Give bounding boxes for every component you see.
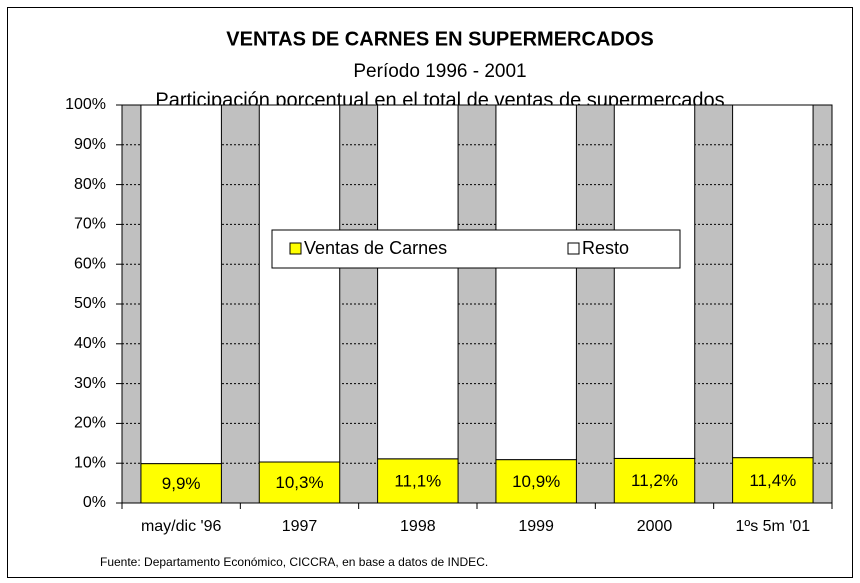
y-tick-label: 10% — [74, 454, 106, 471]
y-tick-label: 0% — [83, 494, 106, 511]
y-tick-label: 100% — [65, 96, 106, 113]
y-tick-label: 50% — [74, 295, 106, 312]
data-label: 11,2% — [631, 471, 678, 490]
x-tick-label: 1999 — [518, 518, 554, 535]
x-tick-label: may/dic '96 — [141, 518, 222, 535]
y-tick-label: 80% — [74, 176, 106, 193]
bar-segment — [732, 457, 814, 504]
y-tick-label: 60% — [74, 255, 106, 272]
legend-swatch — [567, 242, 580, 255]
data-label: 9,9% — [162, 474, 201, 493]
legend-label: Resto — [582, 238, 629, 258]
chart-subtitle: Período 1996 - 2001 — [353, 61, 526, 82]
bar-segment — [140, 463, 222, 504]
bar-segment — [377, 458, 459, 504]
bar-segment — [377, 104, 459, 460]
y-tick-label: 20% — [74, 415, 106, 432]
y-tick-label: 30% — [74, 375, 106, 392]
chart-title: VENTAS DE CARNES EN SUPERMERCADOS — [226, 28, 653, 50]
legend-swatch — [289, 242, 302, 255]
y-tick-label: 40% — [74, 335, 106, 352]
plot-area — [121, 104, 833, 504]
bar-segment — [613, 457, 696, 504]
x-tick-label: 1997 — [282, 518, 318, 535]
y-tick-label: 70% — [74, 216, 106, 233]
source-note: Fuente: Departamento Económico, CICCRA, … — [100, 555, 488, 569]
data-label: 10,9% — [512, 472, 560, 491]
bar-segment — [732, 104, 814, 459]
legend-label: Ventas de Carnes — [304, 238, 447, 258]
x-tick-label: 1998 — [400, 518, 436, 535]
y-tick-label: 90% — [74, 136, 106, 153]
bar-segment — [140, 104, 222, 465]
data-label: 11,1% — [394, 471, 441, 490]
data-label: 11,4% — [749, 471, 796, 490]
bar-segment — [495, 104, 577, 461]
bar-segment — [495, 459, 577, 504]
legend-box — [271, 229, 681, 269]
bar-segment — [613, 104, 696, 459]
data-label: 10,3% — [275, 473, 323, 492]
x-tick-label: 2000 — [637, 518, 673, 535]
bar-segment — [258, 104, 341, 463]
x-tick-label: 1ºs 5m '01 — [735, 518, 810, 535]
